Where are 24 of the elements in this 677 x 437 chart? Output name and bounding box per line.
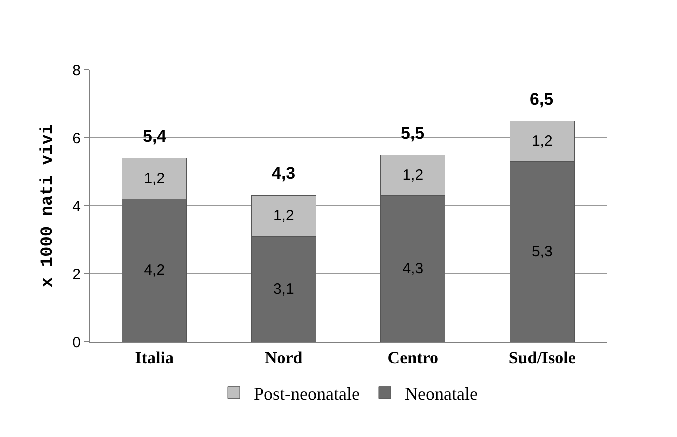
x-tick-label: Centro [388,348,438,368]
data-label: 1,2 [532,132,553,150]
total-label: 4,3 [272,164,296,183]
total-label: 5,5 [401,124,425,143]
x-tick-label: Nord [264,348,304,368]
legend-label: Post-neonatale [254,384,360,404]
data-label: 5,3 [532,243,553,260]
data-label: 1,2 [273,208,294,225]
data-label: 1,2 [144,170,166,188]
total-label: 6,5 [530,90,554,109]
y-tick-label: 2 [72,266,81,284]
data-label: 4,3 [402,260,424,278]
y-tick-label: 4 [72,198,81,216]
x-tick-label: Italia [135,348,174,368]
y-tick-label: 6 [72,130,81,148]
total-label: 5,4 [143,127,168,146]
data-label: 1,2 [402,166,424,184]
data-label: 4,2 [144,262,166,280]
y-tick-label: 8 [72,62,81,80]
y-tick-label: 0 [72,334,81,352]
x-tick-label: Sud/Isole [508,348,576,368]
legend-label: Neonatale [404,384,478,404]
y-axis-title: x 1000 nati vivi [39,124,58,288]
data-label: 3,1 [273,280,294,298]
